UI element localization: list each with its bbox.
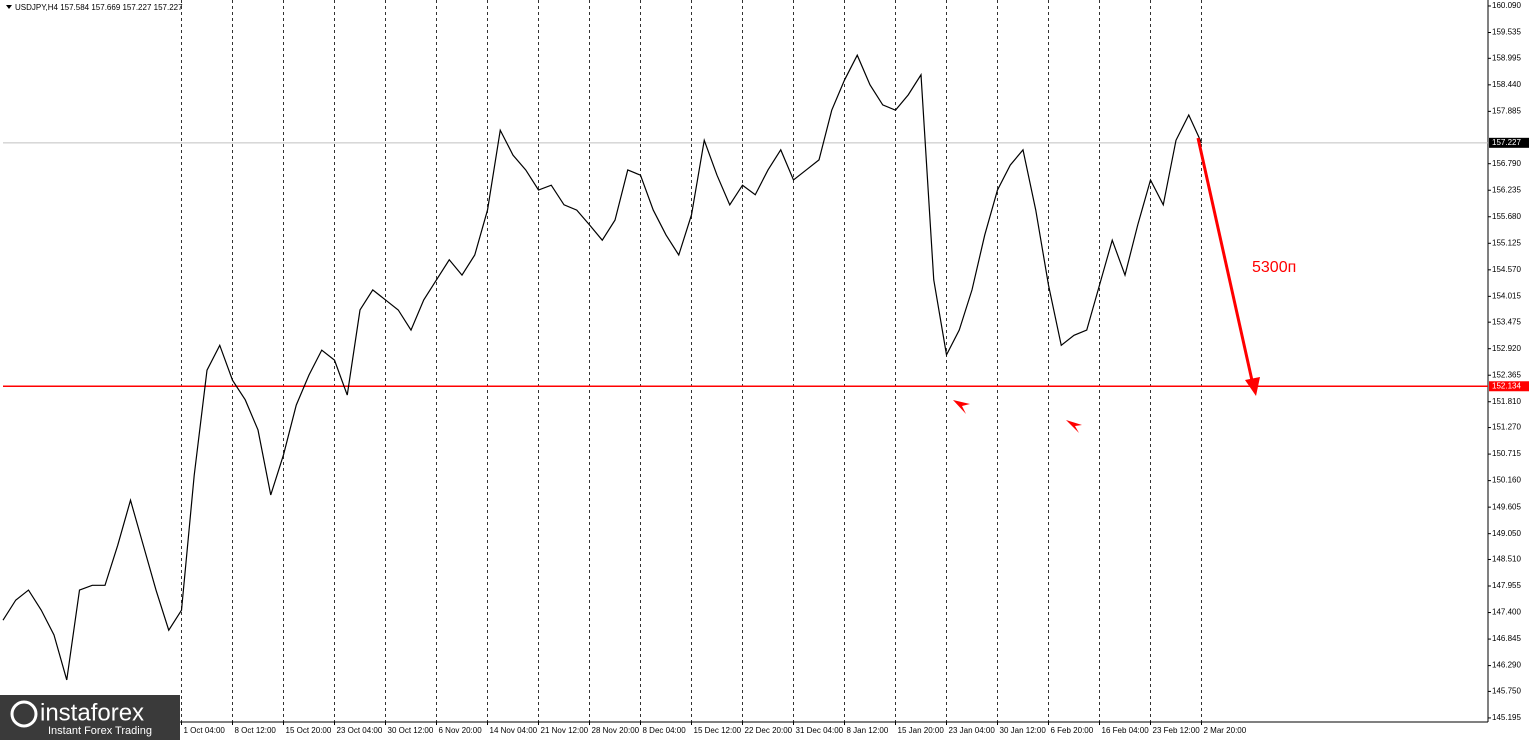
x-tick-label: 8 Dec 04:00	[643, 726, 687, 735]
x-tick-label: 6 Nov 20:00	[439, 726, 483, 735]
price-tag-label: 157.227	[1492, 138, 1521, 147]
annotation: 5300п	[1252, 259, 1296, 276]
x-tick-label: 21 Nov 12:00	[541, 726, 589, 735]
x-tick-label: 30 Oct 12:00	[388, 726, 434, 735]
y-tick-label: 146.290	[1492, 661, 1521, 670]
chart-title: USDJPY,H4 157.584 157.669 157.227 157.22…	[15, 3, 183, 12]
x-tick-label: 15 Oct 20:00	[286, 726, 332, 735]
watermark-brand: instaforex	[40, 699, 144, 726]
y-tick-label: 159.535	[1492, 28, 1521, 37]
y-tick-label: 145.750	[1492, 687, 1521, 696]
y-tick-label: 150.715	[1492, 449, 1521, 458]
x-tick-label: 14 Nov 04:00	[490, 726, 538, 735]
y-tick-label: 156.235	[1492, 185, 1521, 194]
x-tick-label: 6 Feb 20:00	[1051, 726, 1094, 735]
y-tick-label: 150.160	[1492, 476, 1521, 485]
x-tick-label: 8 Oct 12:00	[235, 726, 277, 735]
y-tick-label: 148.510	[1492, 555, 1521, 564]
y-tick-label: 151.810	[1492, 397, 1521, 406]
y-tick-label: 149.050	[1492, 529, 1521, 538]
x-tick-label: 2 Mar 20:00	[1204, 726, 1247, 735]
x-tick-label: 23 Jan 04:00	[949, 726, 996, 735]
x-tick-label: 28 Nov 20:00	[592, 726, 640, 735]
x-tick-label: 23 Oct 04:00	[337, 726, 383, 735]
price-tag	[1489, 381, 1529, 392]
menu-icon	[6, 5, 12, 9]
y-tick-label: 152.365	[1492, 370, 1521, 379]
y-tick-label: 157.885	[1492, 106, 1521, 115]
y-tick-label: 155.125	[1492, 238, 1521, 247]
plot	[2, 0, 1488, 722]
y-tick-label: 160.090	[1492, 1, 1521, 10]
x-tick-label: 22 Dec 20:00	[745, 726, 793, 735]
y-tick-label: 153.475	[1492, 317, 1521, 326]
y-tick-label: 151.270	[1492, 423, 1521, 432]
watermark-tagline: Instant Forex Trading	[48, 725, 152, 737]
price-line-series	[2, 53, 1203, 681]
y-tick-label: 146.845	[1492, 634, 1521, 643]
y-tick-label: 158.995	[1492, 53, 1521, 62]
y-tick-label: 145.195	[1492, 713, 1521, 722]
x-tick-label: 15 Jan 20:00	[898, 726, 945, 735]
watermark-logo	[10, 700, 38, 728]
x-tick-label: 1 Oct 04:00	[184, 726, 226, 735]
x-tick-label: 31 Dec 04:00	[796, 726, 844, 735]
x-tick-label: 30 Jan 12:00	[1000, 726, 1047, 735]
y-tick-label: 154.015	[1492, 291, 1521, 300]
price-tag	[1489, 137, 1529, 148]
y-tick-label: 147.400	[1492, 608, 1521, 617]
y-tick-label: 158.440	[1492, 80, 1521, 89]
pointer	[1066, 420, 1082, 433]
arrow-head	[1245, 377, 1260, 396]
x-tick-label: 15 Dec 12:00	[694, 726, 742, 735]
arrow	[1196, 137, 1255, 386]
y-tick-label: 149.605	[1492, 502, 1521, 511]
y-tick-label: 156.790	[1492, 159, 1521, 168]
x-tick-label: 16 Feb 04:00	[1102, 726, 1150, 735]
x-tick-label: 23 Feb 12:00	[1153, 726, 1201, 735]
x-tick-label: 8 Jan 12:00	[847, 726, 889, 735]
y-tick-label: 152.920	[1492, 344, 1521, 353]
price-tag-label: 152.134	[1492, 381, 1521, 390]
pointer	[953, 400, 970, 414]
y-tick-label: 147.955	[1492, 581, 1521, 590]
y-tick-label: 155.680	[1492, 212, 1521, 221]
y-tick-label: 154.570	[1492, 265, 1521, 274]
